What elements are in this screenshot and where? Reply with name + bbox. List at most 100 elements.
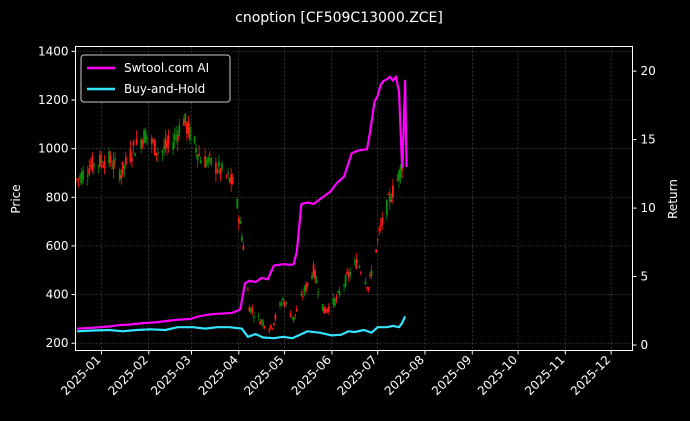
left-tick-label: 1400 [38,44,69,58]
candle-body [236,199,239,208]
x-tick-label: 2025-04 [196,353,241,398]
candle-body [349,271,352,276]
candle-body [227,172,230,174]
candlestick-series [76,112,405,334]
candle-body [92,163,95,168]
x-tick-label: 2025-02 [106,353,151,398]
candle-body [167,135,170,145]
candle-body [120,174,123,179]
legend-box [80,54,231,103]
plot-frame [75,46,633,351]
candle-body [205,160,208,166]
candle-body [240,236,243,241]
candle-body [196,154,199,161]
candle-body [268,329,271,332]
candle-body [401,166,403,171]
candle-body [337,291,339,293]
right-tick-label: 20 [641,64,656,78]
x-tick-label: 2025-11 [522,353,567,398]
left-tick-label: 400 [46,288,69,302]
candle-body [387,194,390,196]
candle-body [100,159,103,163]
candle-body [144,131,147,143]
candle-body [195,148,197,153]
candle-body [375,249,378,253]
candle-body [108,151,110,164]
candle-body [135,138,138,145]
candle-body [175,135,178,137]
candle-body [314,270,316,280]
candle-body [237,217,240,223]
candle-body [385,199,388,216]
candle-body [216,170,219,173]
candle-body [289,313,292,318]
candle-body [114,158,117,160]
candle-body [141,140,144,147]
left-tick-label: 1000 [38,142,69,156]
candle-body [294,314,297,316]
x-tick-label: 2025-05 [241,353,286,398]
candle-body [231,177,234,185]
candle-body [263,326,266,329]
candle-body [152,140,155,143]
candle-body [134,153,136,156]
x-tick-label: 2025-10 [475,353,520,398]
candle-body [225,175,228,177]
candle-body [399,165,402,178]
candle-body [207,157,210,162]
candle-body [283,302,286,307]
candle-body [86,174,89,178]
candle-body [323,306,326,314]
left-y-axis: 200 400 600 800 1000 1200 1400 [38,44,76,350]
candle-body [214,162,217,174]
x-tick-label: 2025-07 [334,353,379,398]
right-tick-label: 15 [641,133,656,147]
candle-body [187,121,190,135]
candle-body [370,270,373,277]
candle-body [353,261,356,263]
candle-body [121,161,124,175]
candle-body [219,168,222,175]
candle-body [242,245,245,250]
candle-body [358,266,361,268]
legend-label-strategy: Swtool.com AI [124,61,209,75]
x-tick-label: 2025-06 [289,353,334,398]
candle-body [97,165,100,167]
candle-body [305,284,307,292]
x-tick-label: 2025-08 [382,353,427,398]
candle-body [251,309,254,312]
candle-body [311,275,313,279]
candle-body [198,153,201,156]
buyhold-return-line [76,315,407,340]
candle-body [306,282,309,286]
candle-body [291,317,294,319]
candle-body [157,152,159,154]
candle-body [103,161,106,169]
candle-body [390,199,393,202]
candle-body [88,168,91,175]
candle-body [280,303,283,306]
candle-body [376,239,379,241]
candle-body [79,175,81,179]
candle-body [186,123,188,134]
candle-body [129,149,132,162]
candle-body [91,156,94,172]
chart-title: cnoption [CF509C13000.ZCE] [235,10,443,26]
left-tick-label: 600 [46,239,69,253]
x-tick-label: 2025-03 [148,353,193,398]
candle-body [303,287,306,293]
candle-body [272,322,275,325]
candle-body [178,125,181,136]
candle-body [398,170,400,181]
right-tick-label: 10 [641,201,656,215]
right-y-axis-label: Return [666,179,680,219]
line-series [76,75,408,340]
candle-body [77,178,80,180]
candle-body [208,154,211,156]
left-tick-label: 1200 [38,93,69,107]
legend: Swtool.com AI Buy-and-Hold [80,54,231,103]
candle-body [210,157,213,165]
right-y-axis: 0 5 10 15 20 [632,64,656,352]
